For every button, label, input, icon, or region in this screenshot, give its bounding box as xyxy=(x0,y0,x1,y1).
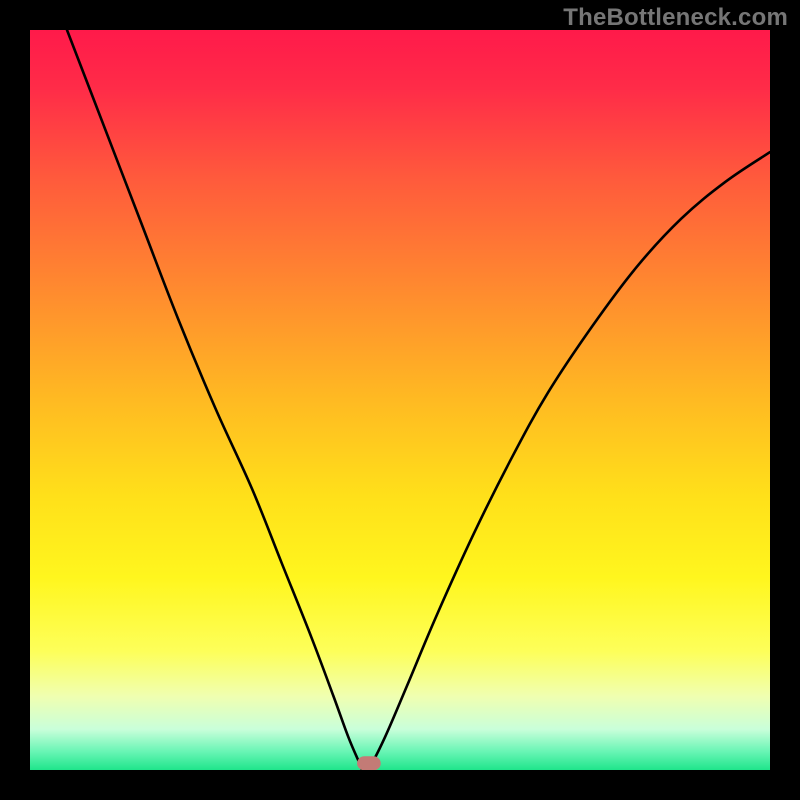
bottleneck-curve-chart xyxy=(30,30,770,770)
chart-frame: TheBottleneck.com xyxy=(0,0,800,800)
plot-area xyxy=(30,30,770,770)
gradient-background xyxy=(30,30,770,770)
watermark-text: TheBottleneck.com xyxy=(563,4,788,32)
minimum-marker xyxy=(357,756,381,770)
